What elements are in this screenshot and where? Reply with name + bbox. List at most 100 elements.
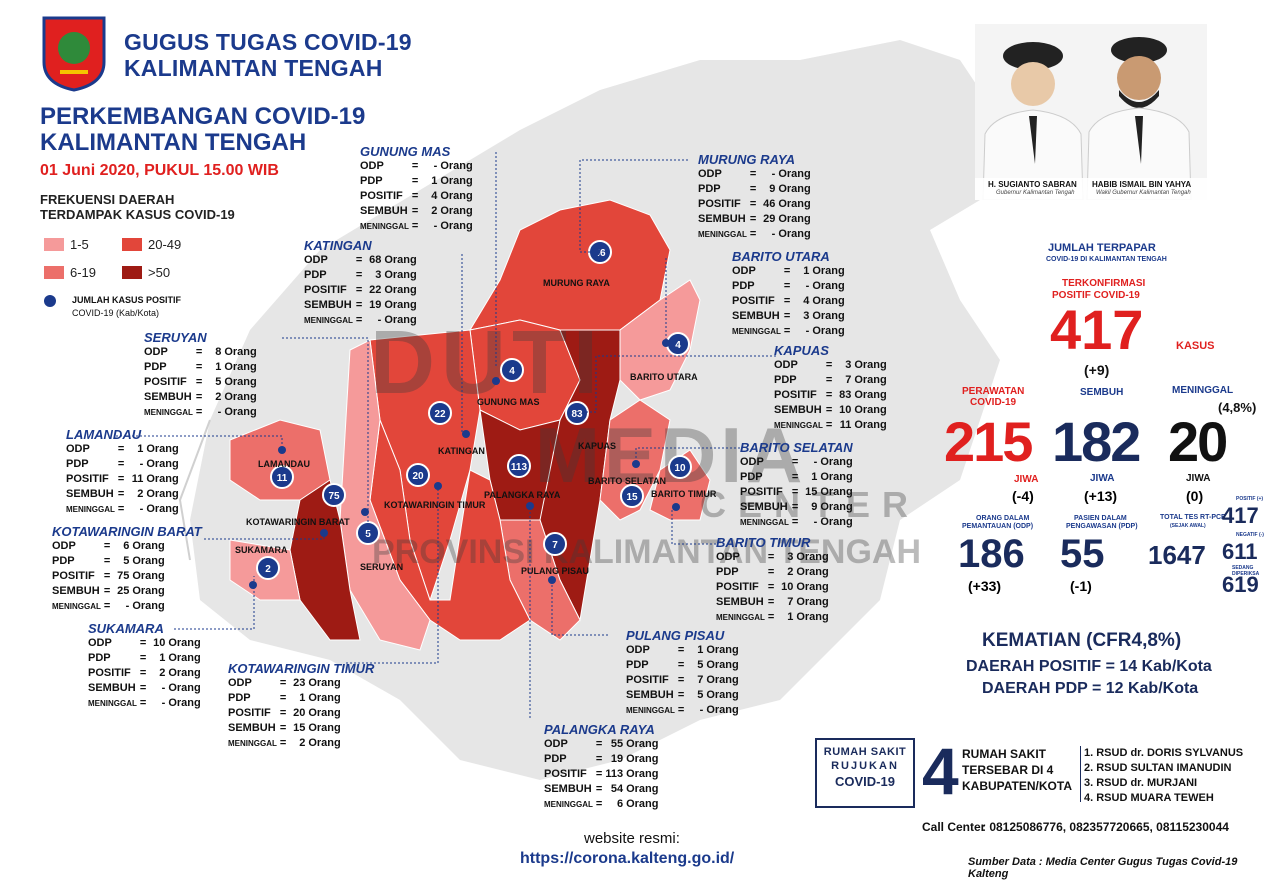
map-label-katingan: KATINGAN [438,446,485,456]
call-center-label: Call Center [922,820,986,834]
page-title-line1: PERKEMBANGAN COVID-19 [40,103,366,130]
legend-title-line1: FREKUENSI DAERAH [40,192,175,207]
hospital-item: 1. RSUD dr. DORIS SYLVANUS [1084,747,1244,759]
bubble-kotawaringin-barat: 75 [322,483,346,507]
region-block-kapuas: KAPUAS ODP = 3 Orang PDP = 7 Orang POSITIF = 83 O… [774,343,890,433]
referral-hospital-box: RUMAH SAKIT RUJUKAN COVID-19 [815,738,915,808]
region-stats: ODP = 1 Orang PDP = 5 Orang POSITIF = 7 Orang SEM… [626,644,739,716]
region-name: SERUYAN [144,330,207,345]
pdp-label-line2: PENGAWASAN (PDP) [1066,523,1138,530]
region-block-seruyan: SERUYAN ODP = 8 Orang PDP = 1 Orang POSITIF = 5 O… [144,330,260,420]
region-block-kotawaringin-barat: KOTAWARINGIN BARAT ODP = 6 Orang PDP = 5 Orang… [52,524,202,614]
odp-label-line1: ORANG DALAM [976,515,1030,522]
website-link[interactable]: https://corona.kalteng.go.id/ [520,850,735,867]
deaths-unit: JIWA [1186,473,1211,484]
region-stats: ODP = - Orang PDP = 9 Orang POSITIF = 46 Orang SE… [698,168,811,240]
region-stats: ODP = 23 Orang PDP = 1 Orang POSITIF = 20 Orang S… [228,677,341,749]
region-block-pulang-pisau: PULANG PISAU ODP = 1 Orang PDP = 5 Orang POSIT… [626,628,742,718]
hospital-item: 2. RSUD SULTAN IMANUDIN [1084,762,1232,774]
summary-title: JUMLAH TERPAPAR [1048,242,1156,254]
region-block-kotawaringin-timur: KOTAWARINGIN TIMUR ODP = 23 Orang PDP = 1 Oran… [228,661,374,751]
region-murung-raya [468,199,671,331]
bubble-kotawaringin-timur: 20 [406,463,430,487]
region-name: KOTAWARINGIN TIMUR [228,661,375,676]
odp-count: 186 [958,532,1025,576]
region-name: BARITO SELATAN [740,440,853,455]
pdp-count: 55 [1060,532,1105,576]
hospital-divider [1080,746,1081,802]
bubble-gunung-mas: 4 [500,358,524,382]
region-block-lamandau: LAMANDAU ODP = 1 Orang PDP = - Orang POSITIF = 1… [66,427,182,517]
region-stats: ODP = - Orang PDP = 1 Orang POSITIF = 4 Orang SEM… [360,160,473,232]
region-block-barito-timur: BARITO TIMUR ODP = 3 Orang PDP = 2 Orang POSIT… [716,535,832,625]
data-source: Sumber Data : Media Center Gugus Tugas C… [968,856,1238,880]
positive-areas: DAERAH POSITIF = 14 Kab/Kota [966,658,1212,675]
negative-tests-label: NEGATIF (-) [1236,532,1264,538]
region-stats: ODP = 55 Orang PDP = 19 Orang POSITIF = 113 Orang… [544,738,659,810]
region-block-barito-utara: BARITO UTARA ODP = 1 Orang PDP = - Orang POSIT… [732,249,848,339]
confirmed-delta: (+9) [1084,362,1110,378]
map-label-kotawaringin-timur: KOTAWARINGIN TIMUR [384,500,486,510]
recovered-label: SEMBUH [1080,387,1124,398]
region-stats: ODP = 68 Orang PDP = 3 Orang POSITIF = 22 Orang S… [304,254,417,326]
care-unit: JIWA [1014,474,1039,485]
call-center-numbers: : 08125086776, 082357720665, 08115230044 [982,820,1229,834]
hospital-item: 3. RSUD dr. MURJANI [1084,777,1198,789]
map-label-barito-utara: BARITO UTARA [630,372,698,382]
officials-photo [975,24,1207,201]
region-stats: ODP = 8 Orang PDP = 1 Orang POSITIF = 5 Orang SEM… [144,346,257,418]
watermark-line1: DUTI [370,313,604,413]
region-block-murung-raya: MURUNG RAYA ODP = - Orang PDP = 9 Orang POSITI… [698,152,814,242]
legend-dot-icon [44,294,56,312]
hospital-desc: RUMAH SAKIT TERSEBAR DI 4 KABUPATEN/KOTA [962,747,1072,793]
watermark-line3: CENTER [700,484,921,525]
hospital-item: 4. RSUD MUARA TEWEH [1084,792,1214,804]
hospital-count: 4 [922,734,959,808]
pdp-delta: (-1) [1070,578,1092,594]
map-label-palangka-raya: PALANGKA RAYA [484,490,561,500]
pdp-label-line1: PASIEN DALAM [1074,515,1127,522]
region-stats: ODP = 1 Orang PDP = - Orang POSITIF = 11 Orang SE… [66,443,179,515]
region-name: PULANG PISAU [626,628,725,643]
deaths-delta: (0) [1186,488,1204,504]
confirmed-label-line2: POSITIF COVID-19 [1052,290,1140,301]
negative-tests: 611 [1222,539,1258,564]
care-count: 215 [944,410,1033,473]
legend-item-1-5: 1-5 [44,236,89,254]
region-stats: ODP = 6 Orang PDP = 5 Orang POSITIF = 75 Orang SE… [52,540,165,612]
map-label-lamandau: LAMANDAU [258,459,310,469]
map-label-pulang-pisau: PULANG PISAU [521,566,590,576]
region-name: LAMANDAU [66,427,142,442]
map-label-kapuas: KAPUAS [578,441,617,451]
processing-tests-label: SEDANG DIPERIKSA [1232,565,1260,577]
region-block-palangka-raya: PALANGKA RAYA ODP = 55 Orang PDP = 19 Orang PO… [544,722,661,812]
bubble-murung-raya: 46 [588,240,612,264]
official2-role: Wakil Gubernur Kalimantan Tengah [1096,190,1191,196]
org-name-line2: KALIMANTAN TENGAH [124,55,383,81]
official1-role: Gubernur Kalimantan Tengah [996,190,1075,196]
deaths-percentage: (4,8%) [1218,400,1257,415]
region-block-gunung-mas: GUNUNG MAS ODP = - Orang PDP = 1 Orang POSITIF… [360,144,476,234]
province-emblem [40,14,108,92]
positive-tests-label: POSITIF (+) [1236,496,1264,502]
region-name: SUKAMARA [88,621,164,636]
region-stats: ODP = 1 Orang PDP = - Orang POSITIF = 4 Orang SEM… [732,265,845,337]
legend-item-50plus: >50 [122,264,170,282]
recovered-delta: (+13) [1084,488,1118,504]
confirmed-count: 417 [1050,298,1144,361]
map-label-barito-timur: BARITO TIMUR [651,489,717,499]
deaths-count: 20 [1168,410,1228,473]
official1-name: H. SUGIANTO SABRAN [988,180,1077,189]
recovered-count: 182 [1052,410,1141,473]
region-block-katingan: KATINGAN ODP = 68 Orang PDP = 3 Orang POSITIF =… [304,238,420,328]
processing-tests: 619 [1222,572,1259,597]
map-label-sukamara: SUKAMARA [235,545,288,555]
pdp-areas: DAERAH PDP = 12 Kab/Kota [982,680,1199,697]
watermark-line4: PROVINSI KALIMANTAN TENGAH [372,533,922,571]
bubble-seruyan: 5 [356,521,380,545]
legend-item-6-19: 6-19 [44,264,96,282]
bubble-katingan: 22 [428,401,452,425]
test-label-line2: (SEJAK AWAL) [1170,523,1206,529]
bubble-kapuas: 83 [565,401,589,425]
legend-dot-label-line1: JUMLAH KASUS POSITIF [72,295,182,305]
